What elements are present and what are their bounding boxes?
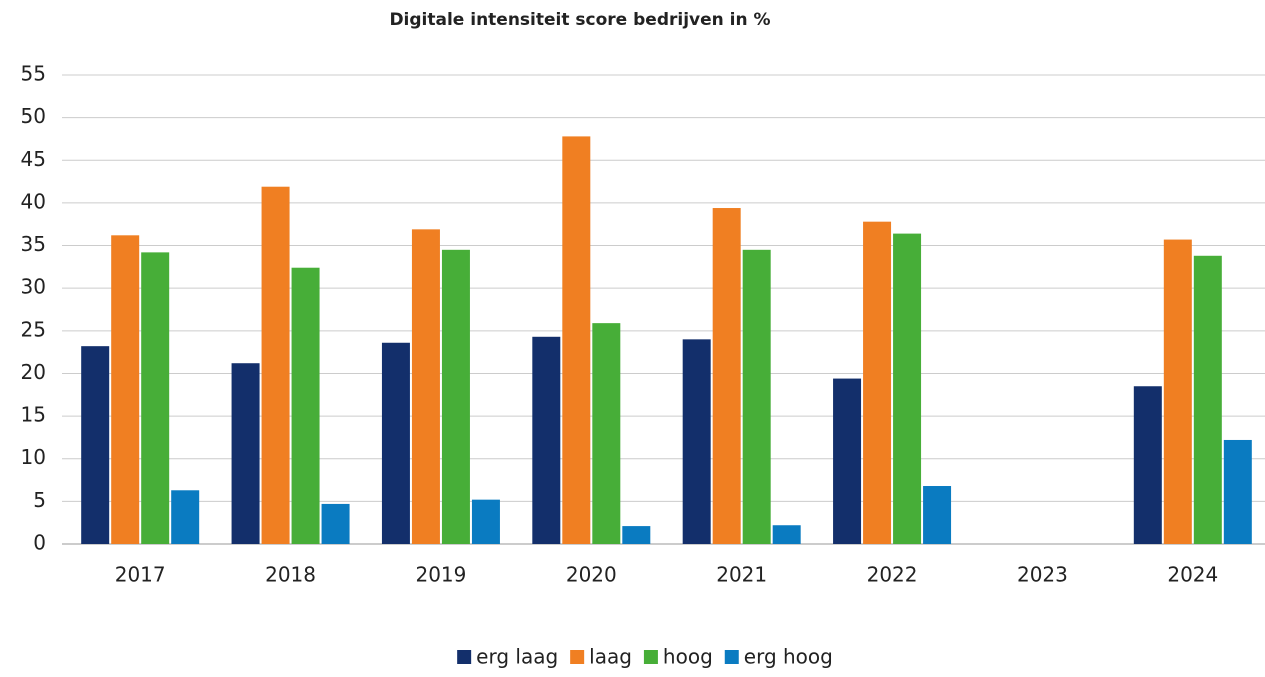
chart-title: Digitale intensiteit score bedrijven in … <box>389 10 770 30</box>
legend-swatch <box>643 650 658 664</box>
bar <box>592 323 621 544</box>
legend-swatch <box>457 650 472 664</box>
bar <box>141 252 170 544</box>
bar <box>1163 239 1192 545</box>
bar <box>1133 386 1162 544</box>
x-tick-label: 2023 <box>1017 563 1068 587</box>
bar <box>1223 439 1252 544</box>
legend-swatch <box>570 650 585 664</box>
x-tick-label: 2018 <box>265 563 316 587</box>
bar <box>231 363 260 544</box>
bar <box>712 208 741 544</box>
bar <box>923 486 952 544</box>
y-tick-label: 40 <box>21 189 46 213</box>
y-tick-label: 55 <box>21 62 46 86</box>
bar <box>321 503 350 544</box>
legend-label: hoog <box>663 645 713 669</box>
bar <box>532 336 561 544</box>
x-tick-label: 2017 <box>115 563 166 587</box>
bar <box>1193 255 1222 544</box>
x-tick-label: 2024 <box>1167 563 1218 587</box>
bar <box>562 136 591 544</box>
legend-swatch <box>724 650 739 664</box>
legend-label: laag <box>589 645 632 669</box>
bar <box>742 249 771 545</box>
bar <box>291 267 320 544</box>
bar <box>772 525 801 544</box>
y-tick-label: 5 <box>33 488 46 512</box>
legend-label: erg laag <box>476 645 558 669</box>
y-tick-label: 0 <box>33 531 46 555</box>
bar <box>471 499 500 544</box>
y-tick-label: 35 <box>21 232 46 256</box>
bar <box>171 490 200 544</box>
bar <box>411 229 440 545</box>
y-tick-label: 45 <box>21 147 46 171</box>
y-tick-label: 30 <box>21 275 46 299</box>
legend-label: erg hoog <box>744 645 833 669</box>
bar <box>893 233 922 544</box>
x-tick-label: 2019 <box>415 563 466 587</box>
y-tick-label: 25 <box>21 317 46 341</box>
bar <box>682 339 711 544</box>
bar <box>111 235 140 544</box>
bar <box>381 342 410 544</box>
y-tick-label: 20 <box>21 360 46 384</box>
bar <box>622 526 651 544</box>
x-tick-label: 2022 <box>867 563 918 587</box>
y-tick-label: 50 <box>21 104 46 128</box>
bar <box>261 186 290 544</box>
bar <box>81 346 110 544</box>
bar <box>833 378 862 544</box>
bar <box>441 249 470 545</box>
x-tick-label: 2021 <box>716 563 767 587</box>
y-tick-label: 10 <box>21 445 46 469</box>
y-tick-label: 15 <box>21 403 46 427</box>
bar <box>863 221 892 544</box>
x-tick-label: 2020 <box>566 563 617 587</box>
